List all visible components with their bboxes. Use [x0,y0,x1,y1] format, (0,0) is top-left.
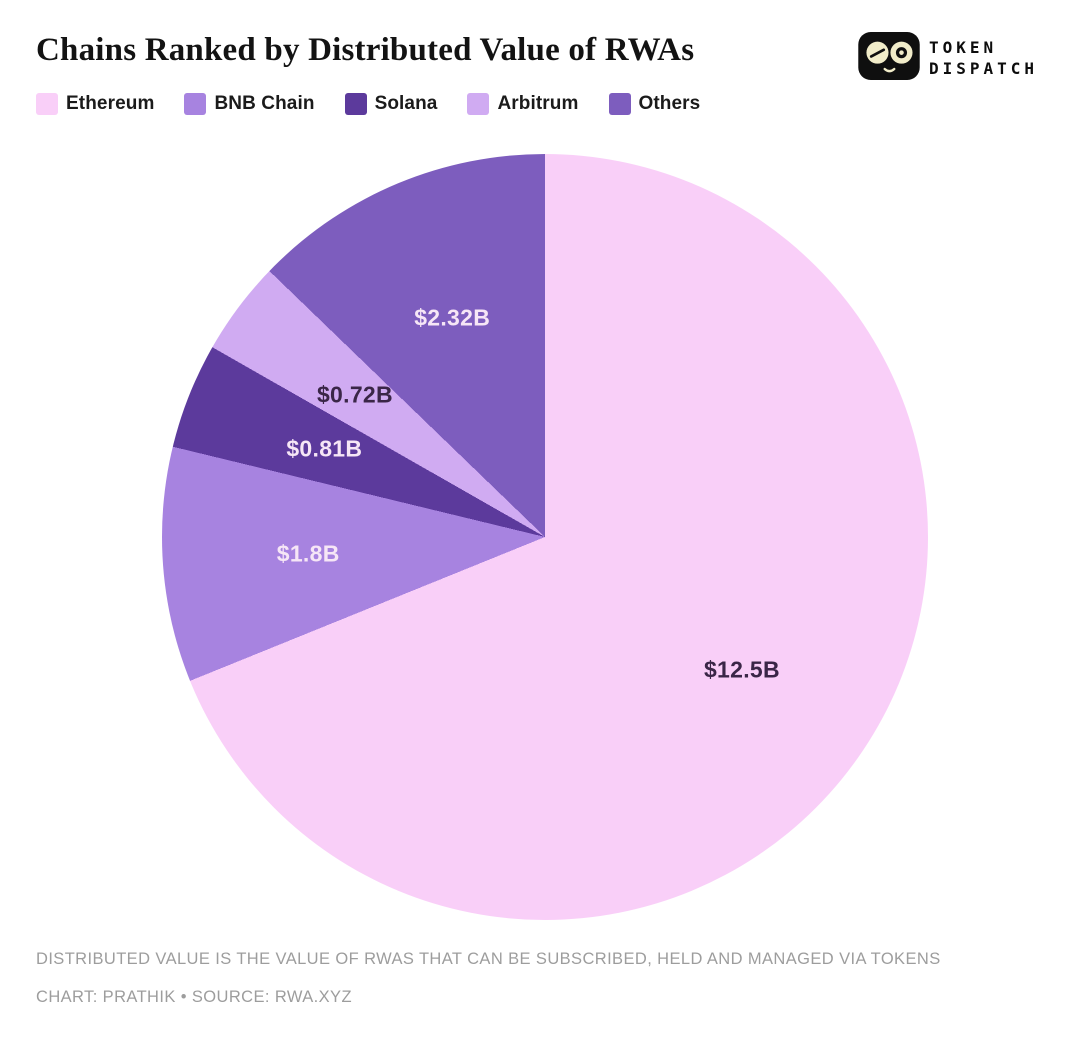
footnote-description: DISTRIBUTED VALUE IS THE VALUE OF RWAS T… [36,950,941,968]
legend-item-bnb-chain: BNB Chain [184,93,314,115]
legend-swatch-others [608,93,631,115]
legend-label-bnb-chain: BNB Chain [214,93,315,114]
pie-chart: $12.5B $1.8B $0.81B $0.72B $2.32B [162,154,928,920]
legend-item-ethereum: Ethereum [36,93,154,115]
pie-value-label-solana: $0.81B [286,435,363,462]
logo-wordmark: TOKEN DISPATCH [929,39,1038,77]
legend-label-ethereum: Ethereum [66,93,155,114]
legend-label-solana: Solana [374,93,438,114]
legend-label-others: Others [638,93,701,114]
owl-glasses-icon [858,32,920,85]
logo-word-token: TOKEN [928,38,998,58]
legend-item-others: Others [608,93,701,115]
page-title: Chains Ranked by Distributed Value of RW… [36,32,695,68]
pie-value-label-others: $2.32B [414,304,491,331]
legend-swatch-ethereum [36,93,58,115]
pie-value-label-ethereum: $12.5B [703,656,780,683]
footnote-credits: CHART: PRATHIK • SOURCE: RWA.XYZ [36,988,352,1006]
pie-chart-area: $12.5B $1.8B $0.81B $0.72B $2.32B [162,154,928,920]
legend-swatch-solana [344,93,367,115]
legend-item-arbitrum: Arbitrum [467,93,578,115]
token-dispatch-logo: TOKEN DISPATCH [858,32,1038,85]
pie-value-label-bnb-chain: $1.8B [276,540,340,567]
pie-value-label-arbitrum: $0.72B [316,381,393,408]
legend-swatch-bnb-chain [184,93,207,115]
logo-word-dispatch: DISPATCH [928,59,1038,78]
legend-item-solana: Solana [344,93,438,115]
legend-swatch-arbitrum [467,93,490,115]
chart-legend: Ethereum BNB Chain Solana Arbitrum Others [36,93,700,115]
legend-label-arbitrum: Arbitrum [497,93,579,114]
